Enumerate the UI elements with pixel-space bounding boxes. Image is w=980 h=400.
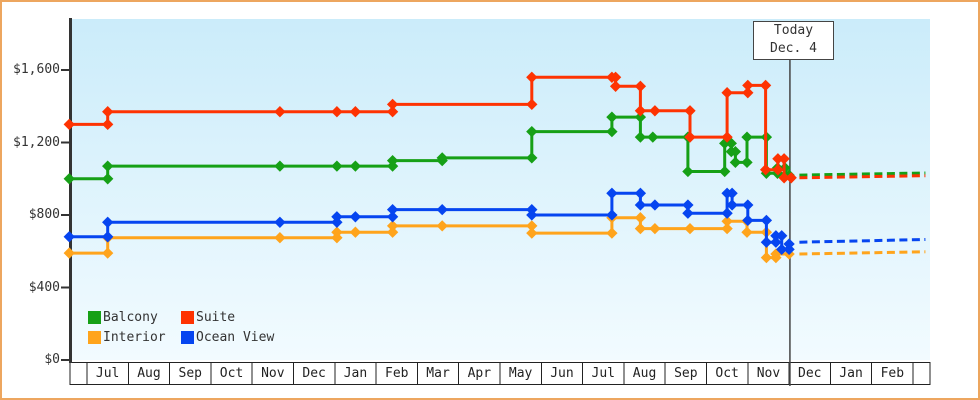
legend-label: Interior — [103, 330, 166, 345]
y-axis-tick-label: $800 — [28, 207, 60, 222]
month-label: Nov — [756, 366, 781, 381]
legend-label: Suite — [196, 310, 236, 325]
today-annotation-label: Today — [773, 23, 814, 38]
month-label: Feb — [385, 366, 409, 381]
series-suite-forecast-dashed — [799, 174, 926, 180]
legend-item-suite: Suite — [181, 308, 274, 327]
month-label: Aug — [137, 366, 161, 381]
month-label: Jan — [839, 366, 863, 381]
month-label: Oct — [715, 366, 739, 381]
y-axis-tick-label: $1,200 — [13, 134, 60, 150]
legend-swatch-interior — [88, 331, 101, 344]
month-label: Mar — [426, 366, 450, 381]
month-label: Dec — [302, 366, 326, 381]
legend: Balcony Suite Interior Ocean View — [88, 308, 274, 347]
y-axis-line — [69, 18, 72, 363]
month-label: Feb — [880, 366, 905, 381]
series-ocean-view-forecast-dashed — [799, 238, 926, 244]
month-label: Sep — [674, 366, 698, 381]
y-axis-tick-label: $1,600 — [13, 62, 60, 77]
month-label: Jul — [95, 366, 120, 381]
month-label: Dec — [798, 366, 822, 381]
month-label: May — [508, 366, 533, 381]
legend-swatch-ocean-view — [181, 331, 194, 344]
month-label: Sep — [178, 366, 202, 381]
series-interior-forecast-dashed — [799, 250, 926, 256]
legend-swatch-suite — [181, 311, 194, 324]
legend-label: Ocean View — [196, 330, 275, 345]
today-annotation: Today Dec. 4 — [753, 21, 834, 60]
legend-label: Balcony — [103, 310, 158, 325]
legend-item-balcony: Balcony — [88, 308, 181, 327]
legend-item-ocean-view: Ocean View — [181, 328, 274, 347]
month-label: Apr — [467, 366, 492, 381]
y-axis-tick-label: $0 — [44, 352, 60, 367]
today-annotation-date: Dec. 4 — [770, 41, 817, 56]
month-label: Oct — [219, 366, 244, 381]
month-label: Aug — [632, 366, 657, 381]
month-label: Jan — [343, 366, 368, 381]
y-axis-tick-label: $400 — [28, 279, 60, 295]
month-label: Nov — [261, 366, 285, 381]
series-balcony-forecast-dashed — [799, 171, 926, 177]
legend-item-interior: Interior — [88, 328, 181, 347]
month-label: Jul — [591, 366, 615, 381]
plot-background — [72, 19, 930, 360]
month-label: Jun — [550, 366, 574, 381]
legend-swatch-balcony — [88, 311, 101, 324]
